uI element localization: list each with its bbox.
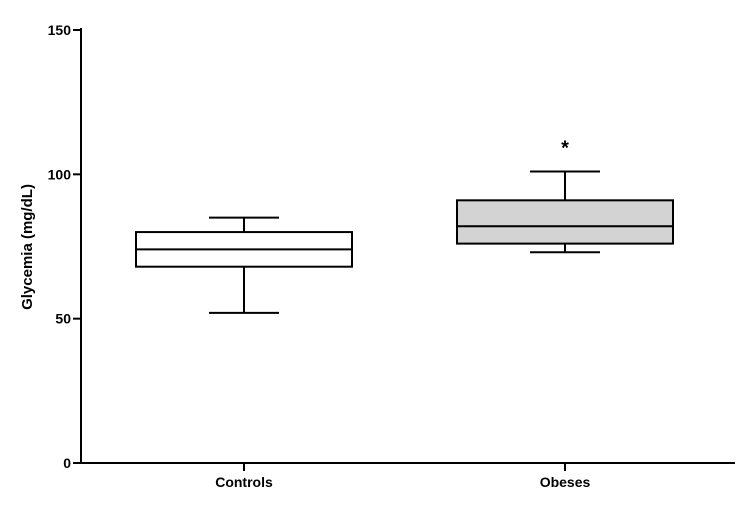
- y-tick-label: 50: [55, 311, 71, 327]
- significance-asterisk: *: [561, 138, 569, 160]
- y-tick-label: 0: [63, 455, 71, 471]
- y-tick-label: 150: [48, 22, 72, 38]
- axes: 0 50 100 150 Controls Obeses: [48, 22, 735, 490]
- y-tick-label: 100: [48, 166, 72, 182]
- x-tick-label: Controls: [215, 474, 273, 490]
- y-axis-title: Glycemia (mg/dL): [19, 184, 36, 310]
- plot-marks: *: [135, 138, 674, 314]
- box-obeses: [456, 199, 674, 245]
- x-tick-label: Obeses: [540, 474, 591, 490]
